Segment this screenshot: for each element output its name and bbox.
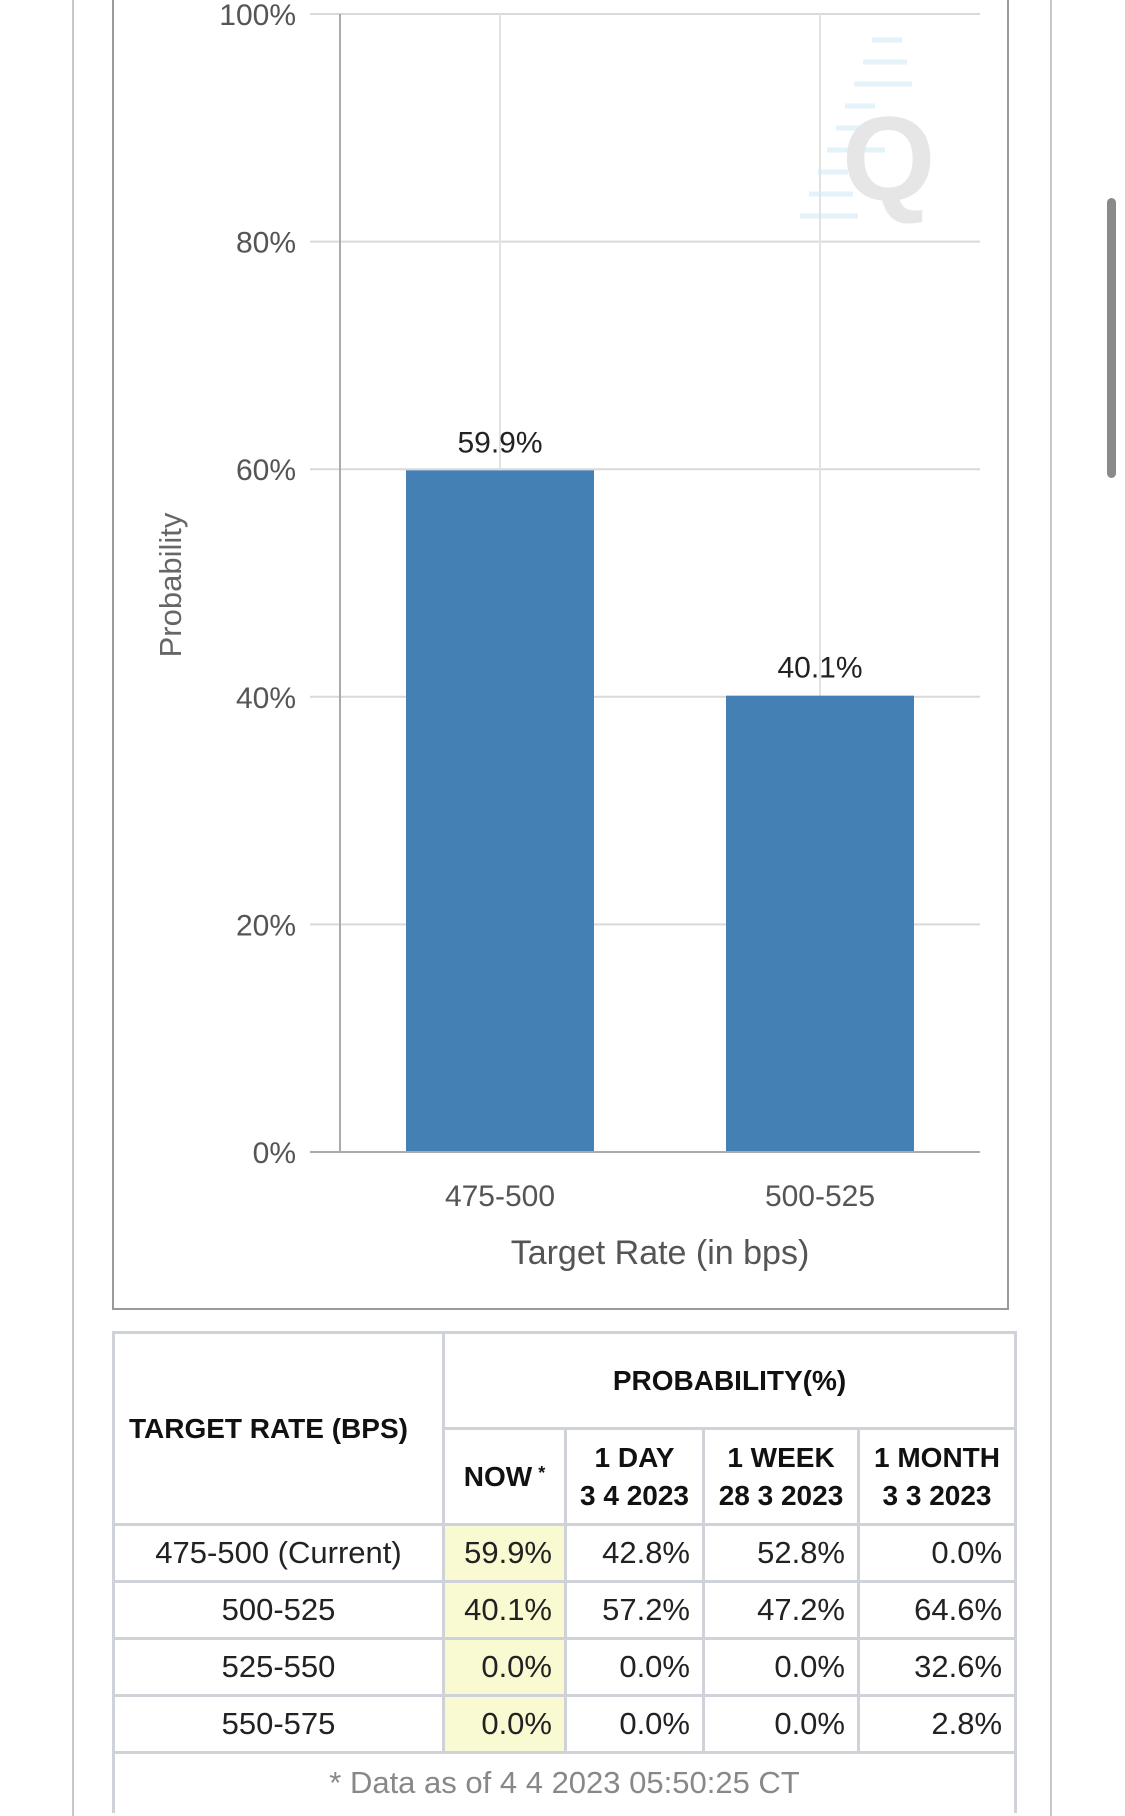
col-1day-header: 1 DAY 3 4 2023 <box>564 1427 705 1526</box>
week-cell: 47.2% <box>702 1580 860 1640</box>
month-cell: 64.6% <box>856 1580 1018 1640</box>
x-tick-label: 475-500 <box>445 1180 555 1213</box>
x-tick-label: 500-525 <box>765 1180 875 1213</box>
page-frame <box>72 0 1052 1816</box>
y-tick-label: 80% <box>236 227 296 260</box>
y-axis-title: Probability <box>153 512 188 658</box>
col-1week-label: 1 WEEK <box>727 1441 835 1473</box>
day-cell: 57.2% <box>564 1580 705 1640</box>
month-cell: 32.6% <box>856 1637 1018 1697</box>
y-tick-label: 60% <box>236 454 296 487</box>
col-now-label: NOW <box>463 1460 533 1492</box>
bar <box>726 695 914 1152</box>
table-row: 475-500 (Current) 59.9% 42.8% 52.8% 0.0% <box>112 1523 1018 1583</box>
rate-cell: 550-575 <box>112 1694 445 1754</box>
bar-data-label: 40.1% <box>777 652 862 685</box>
y-tick-label: 100% <box>219 0 296 32</box>
scrollbar[interactable] <box>1107 198 1116 478</box>
rate-cell: 500-525 <box>112 1580 445 1640</box>
col-1month-date: 3 3 2023 <box>882 1479 992 1511</box>
month-cell: 2.8% <box>856 1694 1018 1754</box>
target-rate-header: TARGET RATE (BPS) <box>112 1331 445 1526</box>
now-cell: 0.0% <box>442 1637 567 1697</box>
col-1week-date: 28 3 2023 <box>718 1479 844 1511</box>
bar-chart: 0% 20% 40% 60% 80% 100% Q 59.9% 475-500 40.1% 500-… <box>219 0 980 1213</box>
table-row: 550-575 0.0% 0.0% 0.0% 2.8% <box>112 1694 1018 1754</box>
col-1month-label: 1 MONTH <box>874 1441 1000 1473</box>
col-1week-header: 1 WEEK 28 3 2023 <box>702 1427 860 1526</box>
day-cell: 0.0% <box>564 1637 705 1697</box>
day-cell: 42.8% <box>564 1523 705 1583</box>
col-1day-label: 1 DAY <box>594 1441 675 1473</box>
now-cell: 59.9% <box>442 1523 567 1583</box>
week-cell: 0.0% <box>702 1694 860 1754</box>
table-row: 500-525 40.1% 57.2% 47.2% 64.6% <box>112 1580 1018 1640</box>
week-cell: 52.8% <box>702 1523 860 1583</box>
col-1month-header: 1 MONTH 3 3 2023 <box>856 1427 1018 1526</box>
data-timestamp-footnote: * Data as of 4 4 2023 05:50:25 CT <box>111 1751 1018 1813</box>
week-cell: 0.0% <box>702 1637 860 1697</box>
now-cell: 40.1% <box>442 1580 567 1640</box>
day-cell: 0.0% <box>564 1694 705 1754</box>
col-1day-date: 3 4 2023 <box>580 1479 689 1511</box>
y-tick-label: 0% <box>253 1137 296 1170</box>
month-cell: 0.0% <box>856 1523 1018 1583</box>
rate-cell: 475-500 (Current) <box>112 1523 445 1583</box>
rate-cell: 525-550 <box>112 1637 445 1697</box>
bar-data-label: 59.9% <box>457 426 542 459</box>
col-now-header: NOW * <box>442 1427 567 1526</box>
x-axis-title: Target Rate (in bps) <box>510 1234 810 1272</box>
now-asterisk: * <box>538 1462 546 1483</box>
watermark-logo: Q <box>800 37 935 226</box>
probability-table: TARGET RATE (BPS) PROBABILITY(%) NOW * 1 … <box>111 1331 1018 1813</box>
y-tick-label: 20% <box>236 909 296 942</box>
now-cell: 0.0% <box>442 1694 567 1754</box>
svg-text:Q: Q <box>842 92 935 226</box>
probability-header: PROBABILITY(%) <box>441 1331 1018 1430</box>
y-tick-label: 40% <box>236 682 296 715</box>
bar <box>406 470 594 1152</box>
table-row: 525-550 0.0% 0.0% 0.0% 32.6% <box>112 1637 1018 1697</box>
